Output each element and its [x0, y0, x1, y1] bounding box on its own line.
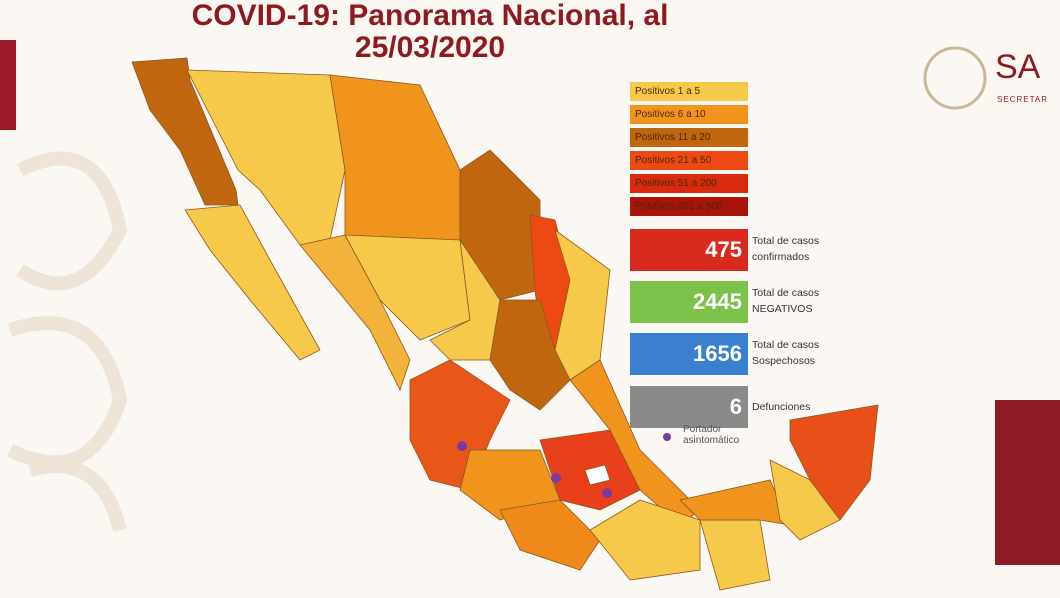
stat-label: Total de casos NEGATIVOS: [752, 285, 819, 317]
legend-item: Positivos 6 a 10: [630, 105, 748, 124]
side-bar: [0, 40, 16, 130]
legend-item: Positivos 21 a 50: [630, 151, 748, 170]
stat-box: 6: [630, 386, 748, 428]
stat-box: 475: [630, 229, 748, 271]
title: 25/03/2020: [354, 31, 506, 64]
background-pattern: [6, 151, 128, 532]
stat-label: Total de casos Sospechosos: [752, 337, 819, 369]
video-inset: [995, 400, 1060, 565]
marker-note: Portador asintomático: [683, 424, 739, 446]
stat-label-line: confirmados: [752, 251, 810, 263]
stat-label: Total de casos confirmados: [752, 233, 819, 265]
stat-label-line: Sospechosos: [752, 355, 816, 367]
logo-text: SA: [995, 48, 1041, 86]
logo-seal: [923, 46, 987, 110]
stat-label-line: Total de casos: [752, 287, 820, 299]
stat-label-line: Defunciones: [752, 401, 811, 413]
stat-label: Defunciones: [752, 399, 810, 415]
marker-note-line: asintomático: [683, 435, 740, 446]
stat-label-line: Total de casos: [752, 235, 820, 247]
stat-label-line: NEGATIVOS: [752, 303, 813, 315]
mexico-map: [131, 57, 879, 591]
stat-box: 2445: [630, 281, 748, 323]
logo-subtext: SECRETAR: [997, 95, 1048, 104]
asymptomatic-markers: [457, 441, 612, 498]
legend-item: Positivos 11 a 20: [630, 128, 748, 147]
legend-item: Positivos 51 a 200: [630, 174, 748, 193]
marker-key: [663, 433, 671, 441]
legend-item: Positivos 201 a 500: [630, 197, 748, 216]
stat-box: 1656: [630, 333, 748, 375]
stat-label-line: Total de casos: [752, 339, 820, 351]
legend-item: Positivos 1 a 5: [630, 82, 748, 101]
marker-note-line: Portador: [683, 424, 722, 435]
title: COVID-19: Panorama Nacional, al: [191, 0, 669, 32]
